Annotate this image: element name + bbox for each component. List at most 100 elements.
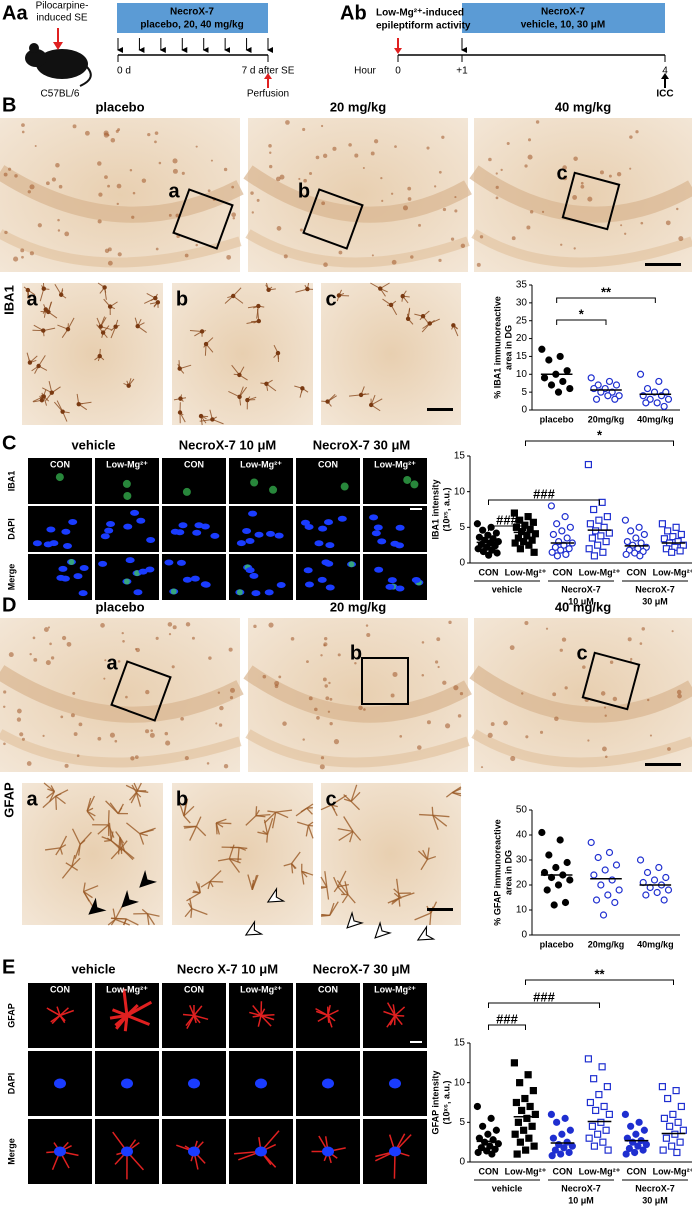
cell — [503, 720, 508, 726]
data-point — [602, 537, 610, 546]
cell — [323, 636, 328, 641]
cell — [231, 185, 235, 189]
arrow-marker — [139, 870, 157, 888]
nucleus — [78, 590, 88, 597]
cell — [195, 243, 198, 247]
cell — [155, 636, 159, 640]
data-point — [550, 901, 558, 909]
data-point — [604, 891, 612, 899]
process — [326, 887, 330, 900]
nucleus — [395, 585, 405, 592]
micrograph — [321, 282, 461, 425]
process — [147, 912, 160, 917]
cell — [327, 710, 331, 713]
label: Low-Mg²⁺ — [505, 1166, 547, 1176]
process — [337, 886, 346, 895]
micrograph-bg — [172, 783, 313, 925]
label: 15 — [454, 1038, 466, 1049]
data-point — [586, 1098, 594, 1107]
cell — [184, 253, 189, 258]
microglia — [134, 570, 141, 577]
astrocyte — [260, 1014, 272, 1027]
label: +1 — [456, 66, 468, 77]
microglia — [250, 478, 259, 487]
cell-layer — [0, 665, 244, 723]
cell-layer — [0, 229, 242, 268]
label: 30 — [516, 855, 528, 866]
data-point — [599, 911, 608, 919]
cell — [34, 145, 37, 148]
cell — [629, 135, 633, 139]
label: 25 — [516, 315, 528, 326]
fluorescence-image — [28, 458, 92, 504]
process — [55, 847, 61, 856]
label: 40 mg/kg — [555, 99, 611, 114]
cell — [66, 641, 72, 647]
data-point — [625, 1144, 633, 1153]
nucleus — [123, 523, 133, 530]
cell — [676, 207, 679, 211]
process — [60, 844, 67, 849]
cell — [4, 230, 8, 235]
nucleus — [236, 540, 246, 547]
cell — [250, 191, 254, 195]
cell — [21, 737, 25, 741]
microglia — [170, 588, 177, 595]
microglia — [410, 480, 419, 489]
label: 20mg/kg — [588, 414, 625, 424]
cell — [444, 723, 451, 729]
label: 0 d — [117, 66, 131, 77]
data-point — [485, 551, 493, 559]
process — [420, 859, 428, 871]
cell — [217, 691, 221, 694]
cell — [524, 621, 529, 626]
process — [191, 908, 208, 916]
label: vehicle — [71, 961, 115, 976]
label: B — [2, 94, 16, 116]
data-point — [636, 552, 644, 560]
data-point — [474, 545, 482, 553]
cell — [400, 293, 405, 299]
cell — [300, 386, 305, 391]
cell — [114, 739, 118, 743]
cell — [65, 326, 71, 332]
scale-bar — [427, 408, 453, 411]
process — [430, 901, 438, 914]
cell — [147, 132, 151, 137]
cell — [306, 660, 309, 664]
inset-box — [361, 657, 409, 705]
cell — [448, 620, 452, 625]
nucleus — [264, 589, 274, 596]
label: (10ˣ⁵, a.u.) — [441, 487, 451, 531]
nucleus — [121, 1146, 133, 1157]
fluorescence-image — [296, 1119, 360, 1184]
cell — [487, 732, 493, 738]
process — [207, 881, 211, 890]
arrow-marker — [266, 887, 286, 903]
data-point — [586, 520, 594, 528]
cell — [388, 302, 394, 308]
process — [59, 835, 68, 849]
label: CON — [553, 567, 573, 577]
significance-bracket — [488, 1002, 600, 1008]
label: DAPI — [6, 518, 16, 540]
process — [195, 816, 202, 827]
process — [396, 878, 400, 894]
cell — [107, 184, 110, 188]
cell — [29, 184, 35, 190]
cell — [129, 168, 133, 172]
data-point — [473, 1102, 481, 1111]
cell — [564, 686, 568, 690]
process — [283, 862, 292, 867]
astrocyte — [394, 1014, 405, 1017]
nucleus — [68, 519, 78, 526]
process — [432, 814, 448, 827]
astrocyte — [122, 988, 129, 1016]
data-point — [660, 896, 668, 904]
process — [97, 824, 109, 835]
fluorescence-image — [229, 983, 293, 1048]
nucleus — [54, 1146, 66, 1157]
process — [426, 847, 430, 860]
cell — [453, 685, 459, 691]
label: placebo — [540, 939, 575, 949]
